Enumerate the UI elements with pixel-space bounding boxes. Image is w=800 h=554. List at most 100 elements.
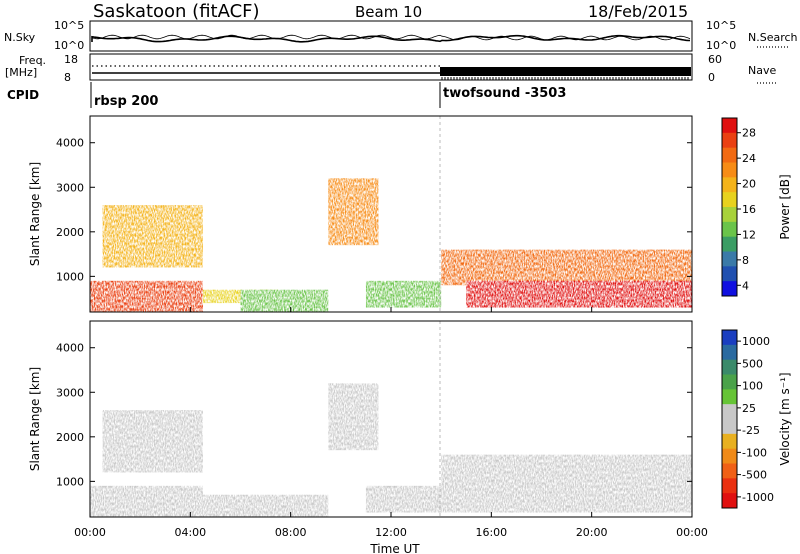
- velocity-y-tick-label: 4000: [56, 342, 84, 355]
- nsky-trace: [91, 34, 690, 43]
- nsky-frame: [89, 20, 693, 52]
- freq-left-tick-top: 18: [64, 53, 78, 66]
- power-panel: 1000 2000 3000 4000 Slant Range [km]: [28, 115, 693, 313]
- x-tick-label: 00:00: [74, 526, 106, 539]
- nsearch-trace: [91, 34, 691, 41]
- velocity-colorbar-tick-label: -100: [742, 446, 767, 459]
- nsky-left-tick-bottom: 10^0: [54, 39, 84, 52]
- power-region-1: [90, 280, 203, 312]
- cpid-segment-1: rbsp 200: [94, 94, 158, 109]
- power-colorbar-swatch: [722, 162, 737, 178]
- velocity-colorbar-ticks: 1000 500 100 25 -25 -100 -500 -1000: [737, 335, 774, 504]
- velocity-colorbar-swatch: [722, 389, 737, 405]
- x-tick-label: 20:00: [576, 526, 608, 539]
- velocity-y-label: Slant Range [km]: [28, 367, 42, 471]
- power-y-tick-label: 2000: [56, 226, 84, 239]
- velocity-region-1: [90, 485, 203, 517]
- power-y-tick-label: 4000: [56, 137, 84, 150]
- power-marks: [90, 178, 692, 312]
- velocity-region-2: [102, 410, 203, 473]
- power-colorbar-tick-label: 12: [742, 228, 756, 241]
- power-region-2: [102, 205, 203, 268]
- nave-label: Nave: [748, 64, 776, 77]
- freq-left-tick-bottom: 8: [64, 71, 71, 84]
- velocity-colorbar-swatch: [722, 374, 737, 390]
- power-colorbar-swatch: [722, 118, 737, 134]
- power-colorbar-swatch: [722, 281, 737, 297]
- velocity-colorbar-tick-label: 25: [742, 402, 756, 415]
- x-axis-label: Time UT: [369, 542, 420, 554]
- power-region-8: [466, 280, 692, 308]
- velocity-y-tick-label: 2000: [56, 431, 84, 444]
- velocity-colorbar-tick-label: -500: [742, 469, 767, 482]
- velocity-colorbar-swatch: [722, 493, 737, 509]
- power-y-axis: 1000 2000 3000 4000: [56, 137, 692, 283]
- x-axis: 00:00 04:00 08:00 12:00 16:00 20:00 00:00: [74, 307, 708, 539]
- nsky-left-tick-top: 10^5: [54, 19, 84, 32]
- velocity-marks: [90, 383, 692, 517]
- velocity-colorbar-swatch: [722, 404, 737, 420]
- velocity-colorbar-swatch: [722, 478, 737, 494]
- power-colorbar: 28 24 20 16 12 8 4 Power [dB]: [721, 117, 792, 297]
- velocity-colorbar-tick-label: 500: [742, 357, 763, 370]
- velocity-colorbar-swatch: [722, 359, 737, 375]
- nsky-right-tick-bottom: 10^0: [706, 39, 736, 52]
- power-y-tick-label: 3000: [56, 181, 84, 194]
- power-colorbar-swatches: [722, 118, 737, 297]
- freq-right-tick-top: 60: [708, 53, 722, 66]
- power-colorbar-label: Power [dB]: [778, 174, 792, 239]
- velocity-y-tick-label: 1000: [56, 475, 84, 488]
- power-region-7: [441, 249, 692, 286]
- power-colorbar-swatch: [722, 236, 737, 252]
- date-title: 18/Feb/2015: [588, 2, 688, 21]
- velocity-region-6: [441, 454, 692, 513]
- velocity-y-axis: 1000 2000 3000 4000: [56, 342, 692, 488]
- velocity-colorbar-label: Velocity [m s⁻¹]: [778, 372, 792, 465]
- cpid-label: CPID: [7, 88, 39, 102]
- nsky-label: N.Sky: [4, 31, 36, 44]
- power-colorbar-tick-label: 8: [742, 254, 749, 267]
- power-colorbar-tick-label: 28: [742, 127, 756, 140]
- power-y-tick-label: 1000: [56, 270, 84, 283]
- power-colorbar-tick-label: 20: [742, 178, 756, 191]
- power-colorbar-tick-label: 24: [742, 152, 756, 165]
- power-colorbar-swatch: [722, 266, 737, 282]
- nsky-panel: N.Sky 10^5 10^0 10^5 10^0 N.Search: [4, 19, 798, 52]
- velocity-colorbar-swatch: [722, 330, 737, 346]
- freq-dense-block: [440, 67, 691, 76]
- freq-label-top: Freq.: [19, 54, 46, 67]
- power-colorbar-swatch: [722, 192, 737, 208]
- power-region-5: [328, 178, 379, 246]
- velocity-colorbar: 1000 500 100 25 -25 -100 -500 -1000 Velocity [m…: [721, 329, 792, 509]
- x-tick-label: 04:00: [174, 526, 206, 539]
- power-colorbar-frame: [721, 117, 738, 297]
- velocity-colorbar-swatch: [722, 463, 737, 479]
- velocity-region-4: [328, 383, 379, 451]
- x-tick-label: 00:00: [676, 526, 708, 539]
- power-colorbar-swatch: [722, 147, 737, 163]
- velocity-y-tick-label: 3000: [56, 386, 84, 399]
- velocity-region-3: [202, 494, 329, 517]
- freq-hatch: [441, 77, 689, 80]
- freq-label-bottom: [MHz]: [5, 66, 37, 79]
- power-colorbar-tick-label: 16: [742, 203, 756, 216]
- power-region-4: [240, 289, 329, 312]
- velocity-colorbar-tick-label: 1000: [742, 335, 770, 348]
- velocity-colorbar-tick-label: -25: [742, 424, 760, 437]
- station-title: Saskatoon (fitACF): [93, 1, 260, 22]
- power-y-label: Slant Range [km]: [28, 162, 42, 266]
- velocity-colorbar-swatch: [722, 433, 737, 450]
- velocity-colorbar-swatch: [722, 344, 737, 361]
- x-tick-label: 12:00: [375, 526, 407, 539]
- power-colorbar-tick-label: 4: [742, 279, 749, 292]
- velocity-region-5: [365, 485, 442, 513]
- velocity-colorbar-swatch: [722, 419, 737, 435]
- power-colorbar-ticks: 28 24 20 16 12 8 4: [737, 127, 756, 292]
- power-colorbar-swatch: [722, 132, 737, 149]
- power-region-6: [365, 280, 442, 308]
- velocity-colorbar-swatch: [722, 448, 737, 464]
- x-tick-label: 08:00: [275, 526, 307, 539]
- cpid-panel: CPID rbsp 200 twofsound -3503: [7, 82, 566, 109]
- velocity-colorbar-frame: [721, 329, 738, 509]
